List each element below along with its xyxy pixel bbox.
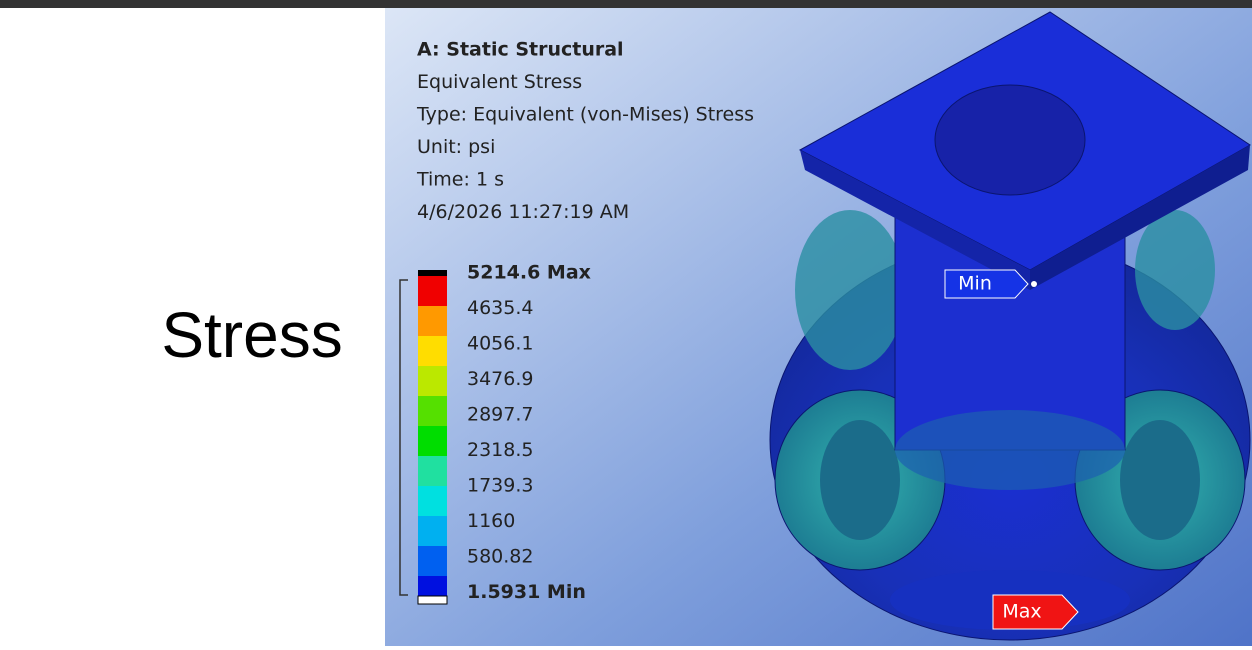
min-label: Min bbox=[958, 273, 992, 295]
max-marker: Max bbox=[993, 595, 1078, 629]
result-image: Min Max A: Static Structural Equivalent S… bbox=[385, 8, 1252, 646]
header-line: Equivalent Stress bbox=[417, 71, 582, 93]
legend-label: 4635.4 bbox=[467, 297, 533, 319]
slide: Stress Min Max A: Stat bbox=[0, 0, 1252, 646]
legend-label: 580.82 bbox=[467, 546, 533, 568]
header-line: Type: Equivalent (von-Mises) Stress bbox=[416, 104, 754, 126]
legend-label: 1.5931 Min bbox=[467, 581, 586, 603]
header-line: 4/6/2026 11:27:19 AM bbox=[417, 201, 629, 223]
max-label: Max bbox=[1002, 601, 1041, 623]
legend-label: 5214.6 Max bbox=[467, 262, 591, 284]
top-bar bbox=[0, 0, 1252, 8]
legend-label: 3476.9 bbox=[467, 368, 533, 390]
header-line: Time: 1 s bbox=[416, 169, 504, 191]
legend-label: 2318.5 bbox=[467, 439, 533, 461]
header-line: Unit: psi bbox=[417, 136, 495, 158]
page: Stress Min Max A: Stat bbox=[0, 0, 1252, 646]
legend-label: 4056.1 bbox=[467, 333, 533, 355]
legend-label: 1739.3 bbox=[467, 475, 533, 497]
legend-label: 2897.7 bbox=[467, 404, 533, 426]
legend-label: 1160 bbox=[467, 510, 515, 532]
header-line: A: Static Structural bbox=[417, 39, 624, 61]
slide-title: Stress bbox=[161, 299, 342, 371]
